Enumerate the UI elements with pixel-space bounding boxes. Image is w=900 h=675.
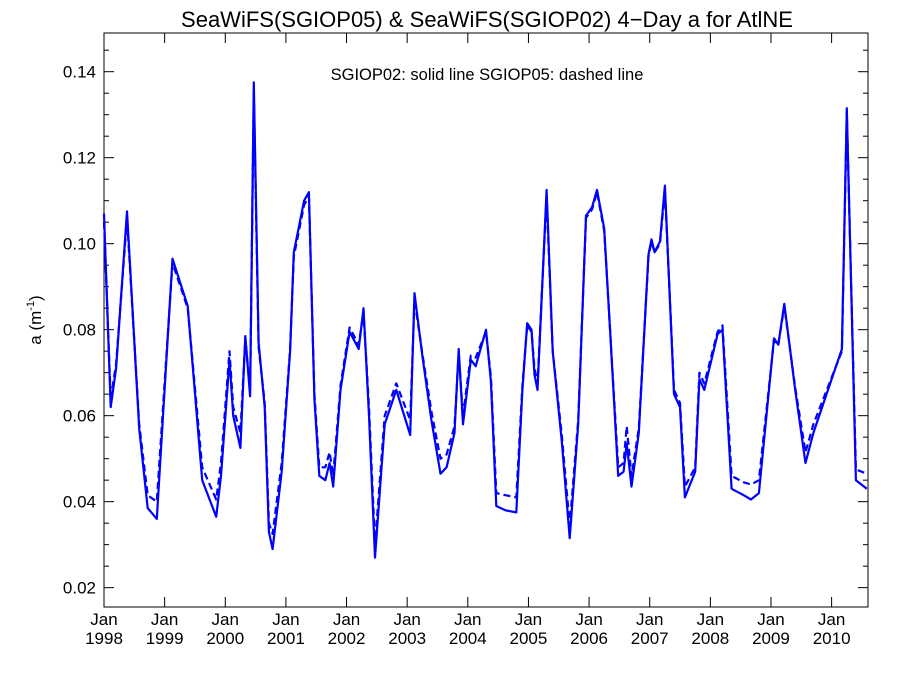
y-tick-label: 0.14 [63,63,96,82]
y-tick-label: 0.04 [63,493,96,512]
x-tick-month: Jan [575,610,602,629]
x-tick-month: Jan [818,610,845,629]
x-tick-month: Jan [90,610,117,629]
x-tick-year: 2007 [631,629,669,648]
x-tick-month: Jan [151,610,178,629]
series-legend-annotation: SGIOP02: solid line SGIOP05: dashed line [331,66,644,84]
x-tick-year: 2008 [691,629,729,648]
x-tick-month: Jan [697,610,724,629]
x-tick-year: 1999 [146,629,184,648]
y-axis: 0.02 0.04 0.06 0.08 0.10 0.12 0.14 [63,49,868,598]
y-axis-title: a (m-1) [25,295,45,344]
y-axis-title-exponent: -1 [25,301,37,311]
y-tick-label: 0.12 [63,149,96,168]
y-tick-label: 0.10 [63,235,96,254]
x-tick-month: Jan [454,610,481,629]
x-tick-month: Jan [212,610,239,629]
x-tick-year: 2000 [206,629,244,648]
chart-title: SeaWiFS(SGIOP05) & SeaWiFS(SGIOP02) 4−Da… [181,7,793,32]
x-tick-year: 2006 [570,629,608,648]
x-tick-month: Jan [333,610,360,629]
series-line-sgiop02 [102,81,868,559]
y-axis-title-close: ) [26,295,45,301]
x-axis: Jan1998Jan1999Jan2000Jan2001Jan2002Jan20… [85,33,851,648]
x-tick-month: Jan [636,610,663,629]
y-axis-title-main: a (m [26,311,45,345]
plot-frame [103,32,869,608]
x-tick-year: 2001 [267,629,305,648]
x-tick-year: 2010 [813,629,851,648]
x-tick-year: 2004 [449,629,487,648]
x-tick-year: 2005 [510,629,548,648]
series-line-sgiop05 [102,92,868,546]
y-tick-label: 0.02 [63,579,96,598]
x-tick-year: 1998 [85,629,123,648]
series-layer [102,81,868,559]
x-tick-month: Jan [515,610,542,629]
x-tick-month: Jan [272,610,299,629]
y-tick-label: 0.06 [63,407,96,426]
x-tick-year: 2002 [328,629,366,648]
x-tick-month: Jan [757,610,784,629]
x-tick-year: 2003 [388,629,426,648]
y-tick-label: 0.08 [63,321,96,340]
x-tick-month: Jan [393,610,420,629]
x-tick-year: 2009 [752,629,790,648]
